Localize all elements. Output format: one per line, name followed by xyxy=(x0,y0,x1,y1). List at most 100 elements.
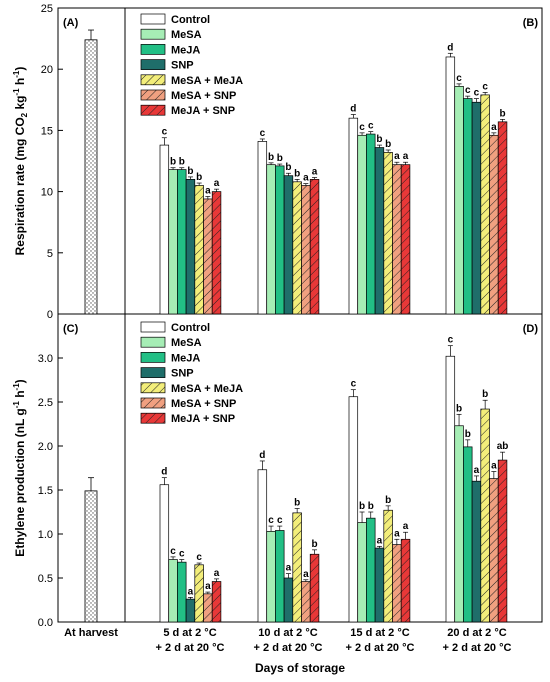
x-category-label-line2: + 2 d at 20 °C xyxy=(346,642,415,654)
respiration-bar-meja-snp xyxy=(211,191,222,315)
respiration-significance-letter: b xyxy=(187,166,193,177)
respiration-bar-mesa-snp xyxy=(392,164,402,315)
ethylene-axis-title: Ethylene production (nL g-1 h-1) xyxy=(12,379,27,556)
ethylene-significance-letter: a xyxy=(403,521,409,532)
ethylene-bar-mesa xyxy=(168,559,178,623)
respiration-legend-swatch-meja xyxy=(140,44,166,55)
respiration-bar-meja-snp xyxy=(309,179,320,315)
respiration-significance-letter: b xyxy=(285,162,291,173)
ethylene-legend-label: MeSA xyxy=(171,337,202,349)
ethylene-bar-meja xyxy=(275,530,285,623)
respiration-legend-label: MeSA xyxy=(171,29,202,41)
ethylene-legend-swatch-snp xyxy=(140,367,166,378)
respiration-bar-meja xyxy=(463,98,473,315)
ethylene-bar-snp xyxy=(374,547,385,623)
respiration-significance-letter: c xyxy=(474,88,480,99)
ethylene-significance-letter: a xyxy=(377,535,383,546)
x-category-label-line2: + 2 d at 20 °C xyxy=(156,642,225,654)
ethylene-bar-meja-snp xyxy=(400,538,411,623)
respiration-legend-label: MeSA + MeJA xyxy=(171,75,243,87)
panel-label-d: (D) xyxy=(523,323,539,335)
respiration-legend-swatch-mesa-meja xyxy=(140,74,166,86)
respiration-significance-letter: d xyxy=(447,42,453,53)
x-category-label: 10 d at 2 °C xyxy=(258,627,317,639)
ethylene-bar-control xyxy=(445,355,456,623)
respiration-bar-mesa xyxy=(454,85,464,315)
y-tick-label: 3.0 xyxy=(38,353,53,365)
ethylene-bar-meja xyxy=(366,517,376,623)
respiration-bar-mesa-meja xyxy=(194,185,204,315)
ethylene-significance-letter: b xyxy=(385,495,391,506)
respiration-legend-swatch-mesa xyxy=(140,28,166,40)
respiration-significance-letter: b xyxy=(170,157,176,168)
x-category-label-line2: + 2 d at 20 °C xyxy=(254,642,323,654)
ethylene-significance-letter: b xyxy=(465,429,471,440)
ethylene-legend-swatch-meja-snp xyxy=(140,412,166,424)
x-category-label: 5 d at 2 °C xyxy=(163,627,216,639)
ethylene-bar-snp xyxy=(185,598,196,623)
ethylene-legend-label: MeJA xyxy=(171,352,200,364)
respiration-significance-letter: a xyxy=(394,151,400,162)
respiration-bar-mesa-meja xyxy=(480,94,490,315)
y-tick-label: 1.5 xyxy=(38,485,53,497)
ethylene-legend-label: MeJA + SNP xyxy=(171,413,235,425)
ethylene-bar-snp xyxy=(283,577,294,623)
ethylene-bar-mesa-meja xyxy=(383,509,393,623)
respiration-significance-letter: c xyxy=(260,128,266,139)
respiration-bar-control xyxy=(348,117,359,315)
respiration-harvest-bar xyxy=(84,39,98,315)
ethylene-significance-letter: b xyxy=(482,389,488,400)
ethylene-legend-swatch-mesa-snp xyxy=(140,397,166,409)
respiration-bar-mesa xyxy=(168,169,178,315)
x-axis-title: Days of storage xyxy=(255,661,345,675)
ethylene-significance-letter: a xyxy=(205,581,211,592)
y-tick-label: 10 xyxy=(41,187,53,199)
respiration-significance-letter: a xyxy=(403,151,409,162)
panel-label-c: (C) xyxy=(63,323,79,335)
ethylene-bar-mesa-snp xyxy=(203,593,213,623)
panel-label-b: (B) xyxy=(523,17,539,29)
ethylene-significance-letter: c xyxy=(277,515,283,526)
respiration-bar-meja xyxy=(366,133,376,315)
ethylene-bar-mesa-snp xyxy=(392,544,402,623)
respiration-bar-mesa-snp xyxy=(203,198,213,315)
x-category-label: 15 d at 2 °C xyxy=(350,627,409,639)
y-tick-label: 2.5 xyxy=(38,397,53,409)
ethylene-legend-label: SNP xyxy=(171,368,194,380)
x-category-label-line2: + 2 d at 20 °C xyxy=(443,642,512,654)
respiration-bar-meja xyxy=(275,165,285,315)
ethylene-significance-letter: a xyxy=(286,563,292,574)
respiration-significance-letter: d xyxy=(350,103,356,114)
ethylene-significance-letter: b xyxy=(359,501,365,512)
respiration-significance-letter: a xyxy=(312,167,318,178)
respiration-bar-snp xyxy=(374,147,385,315)
respiration-significance-letter: c xyxy=(456,73,462,84)
ethylene-bar-mesa xyxy=(266,531,276,623)
ethylene-bar-mesa-meja xyxy=(292,512,302,623)
ethylene-legend-label: MeSA + MeJA xyxy=(171,383,243,395)
respiration-legend-label: Control xyxy=(171,14,210,26)
ethylene-significance-letter: c xyxy=(351,379,357,390)
legends-layer: Control MeSA MeJA SNP MeSA + MeJA MeSA + SNP M… xyxy=(140,13,243,425)
respiration-legend-label: MeSA + SNP xyxy=(171,90,236,102)
ethylene-legend-label: Control xyxy=(171,322,210,334)
ethylene-legend-swatch-control xyxy=(140,321,166,333)
ethylene-significance-letter: c xyxy=(196,552,202,563)
respiration-significance-letter: a xyxy=(214,178,220,189)
ethylene-significance-letter: a xyxy=(491,461,497,472)
respiration-bar-mesa xyxy=(357,134,367,315)
ethylene-bar-meja-snp xyxy=(309,553,320,623)
y-tick-label: 15 xyxy=(41,125,53,137)
ethylene-bar-control xyxy=(159,484,170,623)
ethylene-bar-mesa-meja xyxy=(480,408,490,623)
respiration-significance-letter: b xyxy=(294,168,300,179)
ethylene-significance-letter: b xyxy=(311,539,317,550)
ethylene-bar-meja xyxy=(463,446,473,623)
ethylene-significance-letter: b xyxy=(368,501,374,512)
respiration-axis-title: Respiration rate (mg CO2 kg-1 h-1) xyxy=(12,67,29,256)
ethylene-bar-snp xyxy=(471,480,482,623)
ethylene-bar-meja xyxy=(177,561,187,623)
y-tick-label: 25 xyxy=(41,3,53,15)
ethylene-significance-letter: d xyxy=(259,450,265,461)
respiration-significance-letter: c xyxy=(368,121,374,132)
